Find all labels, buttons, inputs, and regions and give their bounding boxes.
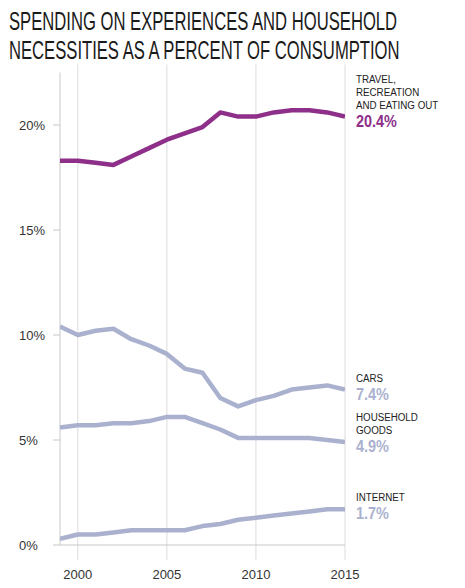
series-name: INTERNET — [356, 491, 405, 504]
series-name: HOUSEHOLD — [356, 410, 418, 423]
y-tick — [53, 440, 60, 441]
y-axis-line — [60, 73, 61, 546]
y-tick-label: 15% — [19, 223, 45, 238]
title: NECESSITIES AS A PERCENT OF CONSUMPTION — [9, 35, 400, 65]
series-name: CARS — [356, 371, 383, 384]
y-tick — [53, 545, 60, 546]
chart: SPENDING ON EXPERIENCES AND HOUSEHOLDNEC… — [0, 0, 465, 588]
data-label: 20.4% — [356, 112, 397, 130]
y-tick-label: 20% — [19, 118, 45, 133]
grid-line — [255, 65, 256, 561]
data-label: 4.9% — [356, 437, 389, 455]
data-label: 1.7% — [356, 504, 389, 522]
y-tick-label: 5% — [19, 433, 38, 448]
x-tick-label: 2000 — [63, 567, 92, 582]
series-name: RECREATION — [356, 85, 419, 98]
series-name: AND EATING OUT — [356, 98, 439, 111]
y-tick — [53, 230, 60, 231]
y-tick — [53, 125, 60, 126]
y-tick — [53, 335, 60, 336]
y-tick-label: 10% — [19, 328, 45, 343]
x-tick-label: 2005 — [152, 567, 181, 582]
series-line — [60, 327, 345, 407]
grid-line — [77, 65, 78, 561]
lines — [60, 110, 345, 538]
series-line — [60, 509, 345, 538]
data-label: 7.4% — [356, 385, 389, 403]
x-tick-label: 2015 — [331, 567, 360, 582]
series-line — [60, 110, 345, 165]
grid-line — [345, 65, 346, 561]
series-line — [60, 417, 345, 442]
x-axis-line — [60, 545, 345, 546]
series-name: TRAVEL, — [356, 72, 396, 85]
x-tick-label: 2010 — [241, 567, 270, 582]
y-tick-label: 0% — [19, 538, 38, 553]
series-name: GOODS — [356, 423, 392, 436]
title: SPENDING ON EXPERIENCES AND HOUSEHOLD — [9, 6, 397, 36]
